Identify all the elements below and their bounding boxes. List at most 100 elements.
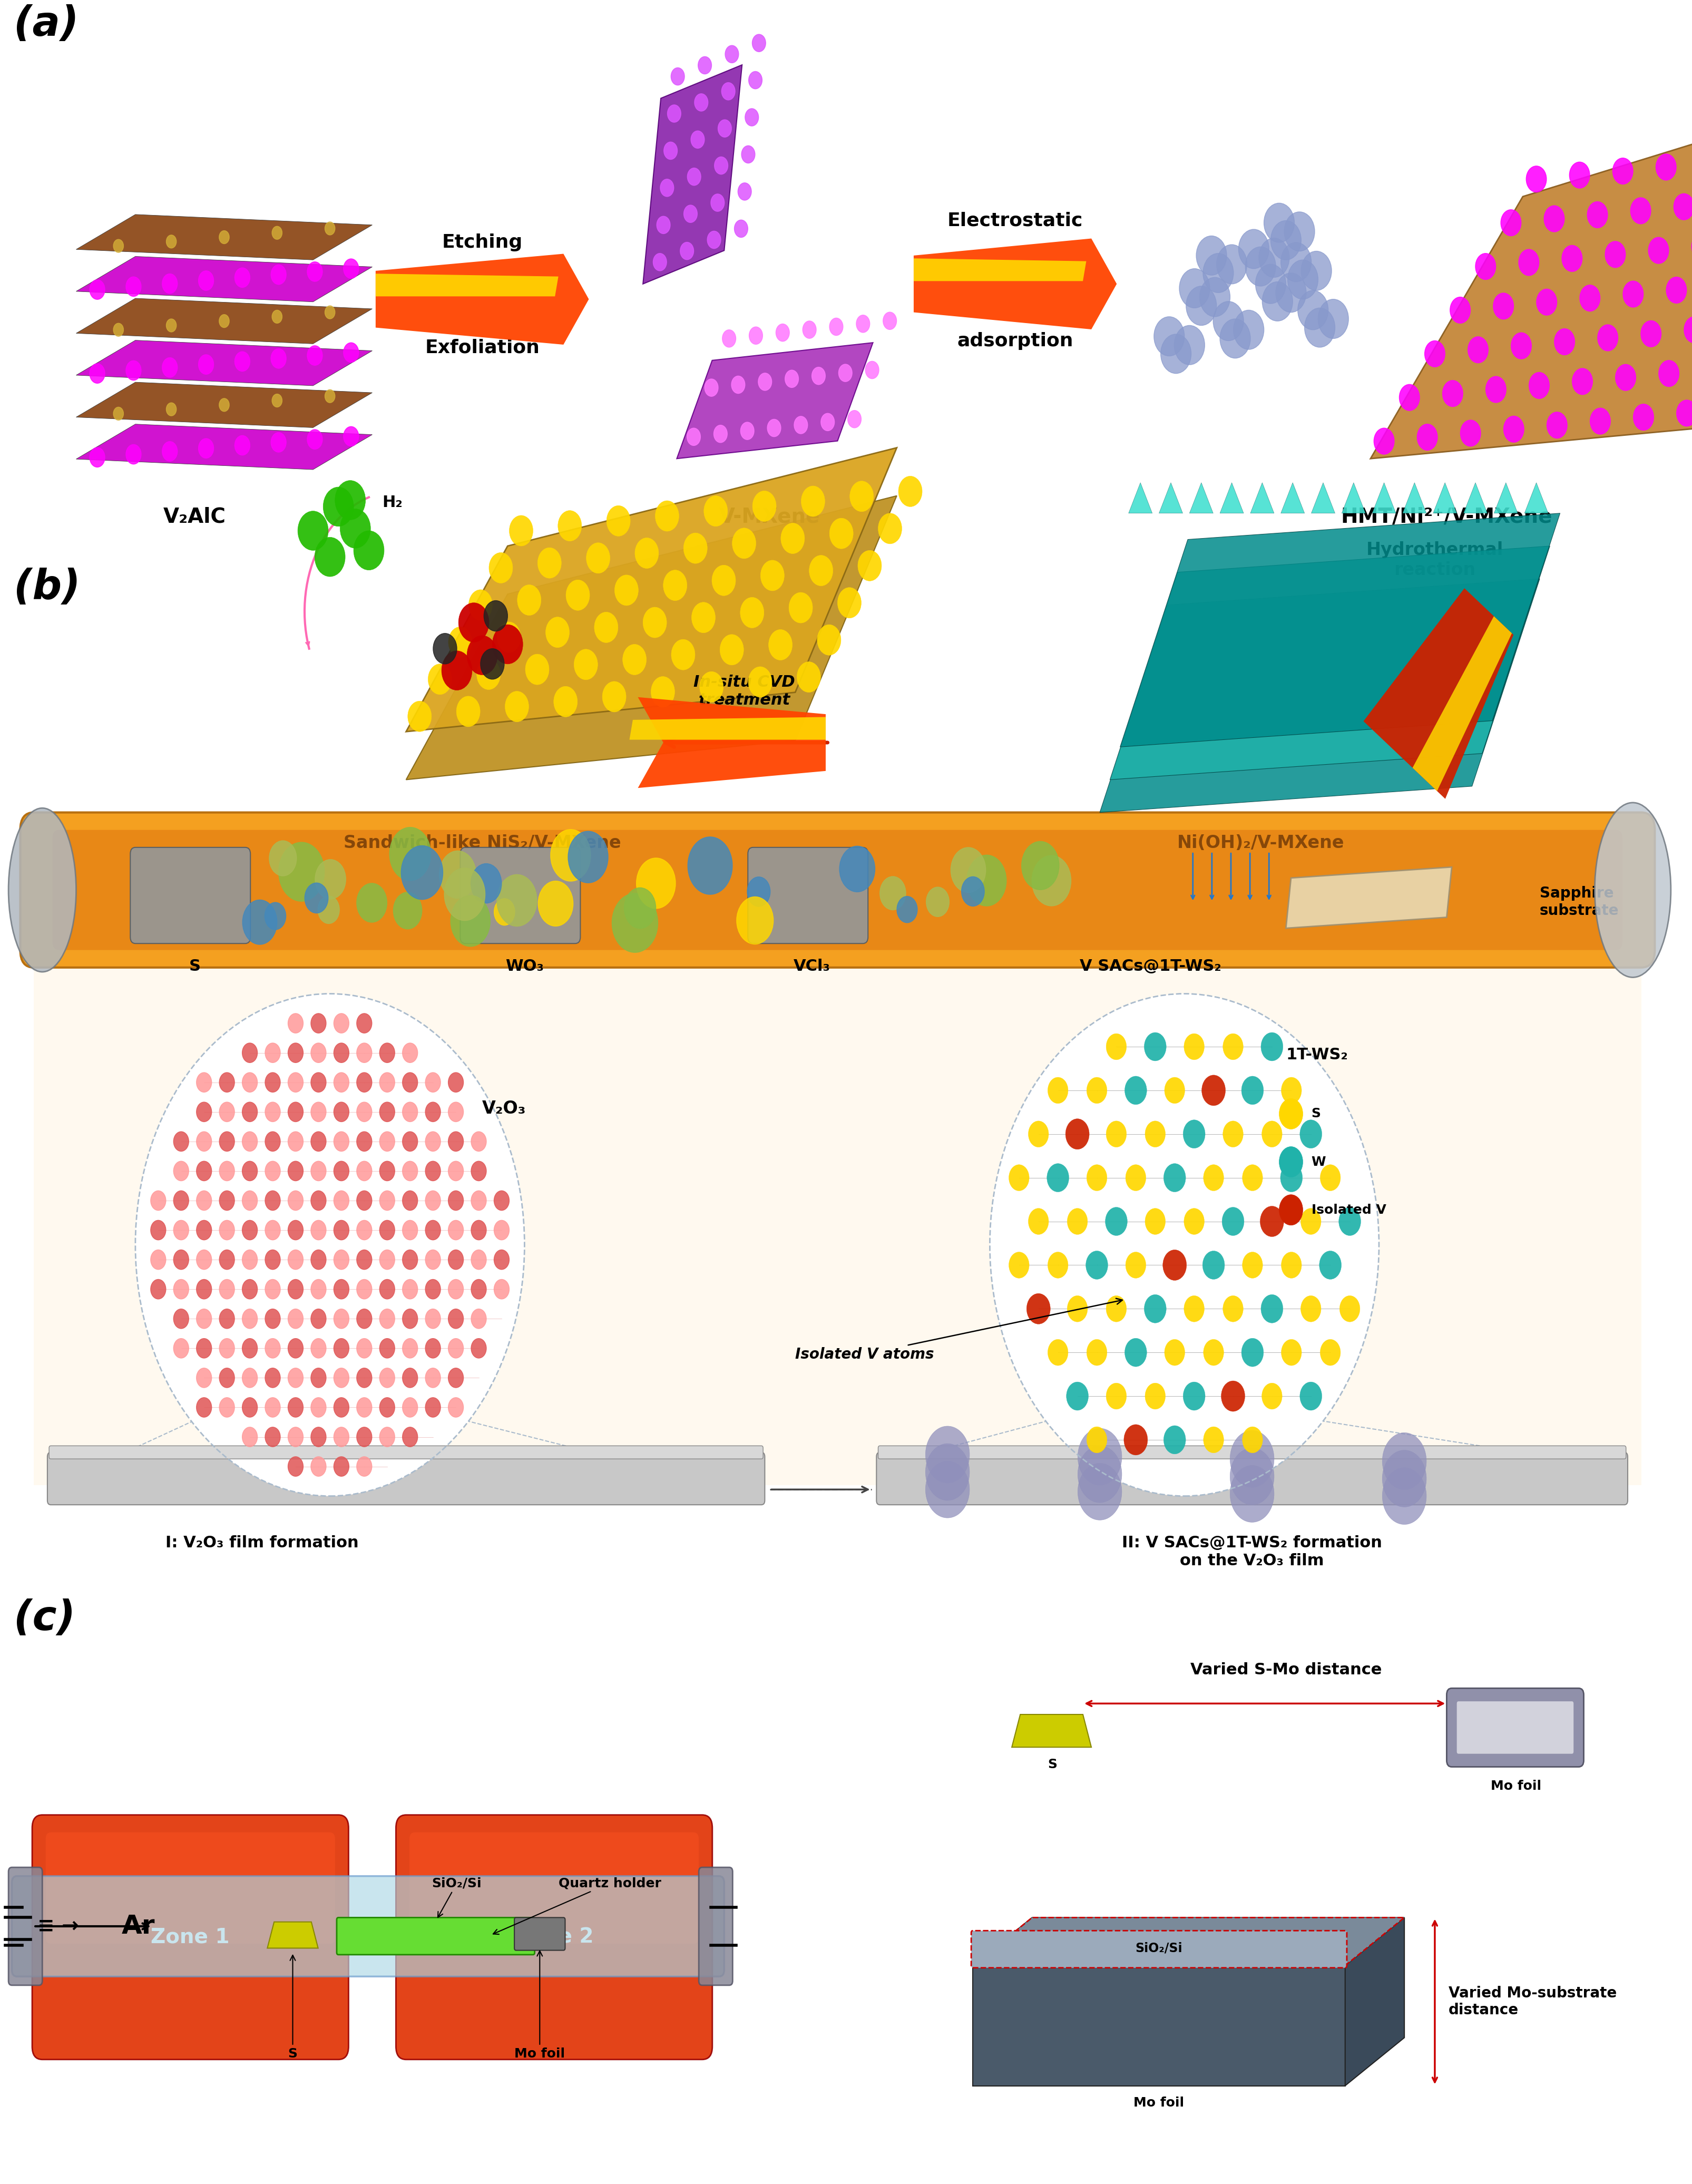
Circle shape: [403, 1131, 418, 1151]
Circle shape: [1504, 415, 1524, 441]
Circle shape: [788, 592, 812, 622]
Circle shape: [741, 146, 755, 164]
Circle shape: [333, 1280, 349, 1299]
Circle shape: [450, 895, 491, 946]
Circle shape: [448, 1280, 464, 1299]
Circle shape: [266, 1280, 281, 1299]
Circle shape: [196, 1103, 212, 1123]
Text: Sapphire
substrate: Sapphire substrate: [1540, 887, 1619, 917]
Circle shape: [379, 1367, 394, 1387]
FancyBboxPatch shape: [8, 1867, 42, 1985]
Circle shape: [242, 1308, 257, 1328]
Circle shape: [1281, 1164, 1303, 1192]
Circle shape: [315, 860, 345, 900]
Circle shape: [425, 1367, 440, 1387]
Ellipse shape: [1594, 804, 1672, 978]
Ellipse shape: [8, 808, 76, 972]
Circle shape: [741, 596, 765, 627]
FancyBboxPatch shape: [20, 812, 1655, 968]
Circle shape: [1086, 1251, 1108, 1280]
FancyBboxPatch shape: [49, 1446, 763, 1459]
Circle shape: [780, 522, 805, 553]
Circle shape: [308, 430, 323, 450]
Circle shape: [717, 120, 731, 138]
Polygon shape: [267, 1922, 318, 1948]
Text: Mo foil: Mo foil: [1491, 1780, 1541, 1793]
Circle shape: [653, 253, 667, 271]
Circle shape: [481, 649, 504, 679]
Circle shape: [196, 1367, 212, 1387]
Circle shape: [1029, 1120, 1049, 1147]
Circle shape: [1284, 212, 1315, 251]
Circle shape: [403, 1249, 418, 1269]
Circle shape: [1174, 325, 1205, 365]
Text: Sandwich-like NiS₂/V-MXene: Sandwich-like NiS₂/V-MXene: [343, 834, 621, 852]
Polygon shape: [1012, 1714, 1091, 1747]
Text: VCl₃: VCl₃: [794, 959, 831, 974]
Circle shape: [494, 898, 514, 926]
Circle shape: [333, 1103, 349, 1123]
Circle shape: [379, 1190, 394, 1210]
Circle shape: [1279, 1147, 1303, 1177]
Circle shape: [961, 876, 985, 906]
Circle shape: [357, 1221, 372, 1241]
Circle shape: [333, 1044, 349, 1064]
Circle shape: [1220, 319, 1250, 358]
Circle shape: [1572, 369, 1592, 395]
FancyBboxPatch shape: [47, 1452, 765, 1505]
Polygon shape: [1281, 483, 1305, 513]
Circle shape: [699, 57, 712, 74]
FancyBboxPatch shape: [971, 1931, 1347, 1968]
Circle shape: [1086, 1164, 1107, 1190]
Circle shape: [308, 345, 323, 365]
Circle shape: [220, 1131, 235, 1151]
Circle shape: [1382, 1468, 1426, 1524]
Circle shape: [1183, 1382, 1205, 1411]
Circle shape: [858, 550, 882, 581]
Circle shape: [550, 830, 591, 880]
Circle shape: [266, 1131, 281, 1151]
Circle shape: [672, 640, 695, 670]
Circle shape: [311, 1249, 327, 1269]
Circle shape: [768, 419, 782, 437]
Circle shape: [470, 1221, 486, 1241]
Circle shape: [1305, 308, 1335, 347]
Circle shape: [266, 1162, 281, 1182]
Circle shape: [379, 1103, 394, 1123]
Circle shape: [357, 1131, 372, 1151]
Circle shape: [379, 1072, 394, 1092]
Polygon shape: [76, 341, 372, 387]
Polygon shape: [76, 214, 372, 260]
Circle shape: [1203, 1339, 1223, 1365]
Circle shape: [403, 1280, 418, 1299]
Circle shape: [425, 1339, 440, 1358]
Circle shape: [235, 435, 250, 454]
Circle shape: [442, 651, 472, 690]
Circle shape: [1545, 205, 1565, 232]
Circle shape: [1656, 153, 1677, 181]
FancyBboxPatch shape: [396, 1815, 712, 2060]
Circle shape: [722, 330, 736, 347]
Circle shape: [714, 426, 728, 443]
Polygon shape: [76, 424, 372, 470]
Circle shape: [269, 841, 296, 876]
Text: Quartz holder: Quartz holder: [492, 1876, 662, 1935]
Circle shape: [272, 227, 283, 240]
Circle shape: [1623, 282, 1643, 308]
Circle shape: [196, 1398, 212, 1417]
Circle shape: [457, 697, 481, 727]
Circle shape: [667, 105, 680, 122]
Polygon shape: [973, 1918, 1404, 1966]
Circle shape: [1222, 1380, 1245, 1411]
Circle shape: [220, 1280, 235, 1299]
Text: Mo foil: Mo foil: [514, 1950, 565, 2060]
Polygon shape: [1524, 483, 1548, 513]
Polygon shape: [973, 1966, 1345, 2086]
Circle shape: [379, 1426, 394, 1446]
Circle shape: [1667, 277, 1687, 304]
Circle shape: [1145, 1382, 1166, 1409]
Polygon shape: [1159, 483, 1183, 513]
Circle shape: [357, 1339, 372, 1358]
Circle shape: [1145, 1120, 1166, 1147]
Circle shape: [113, 323, 124, 336]
